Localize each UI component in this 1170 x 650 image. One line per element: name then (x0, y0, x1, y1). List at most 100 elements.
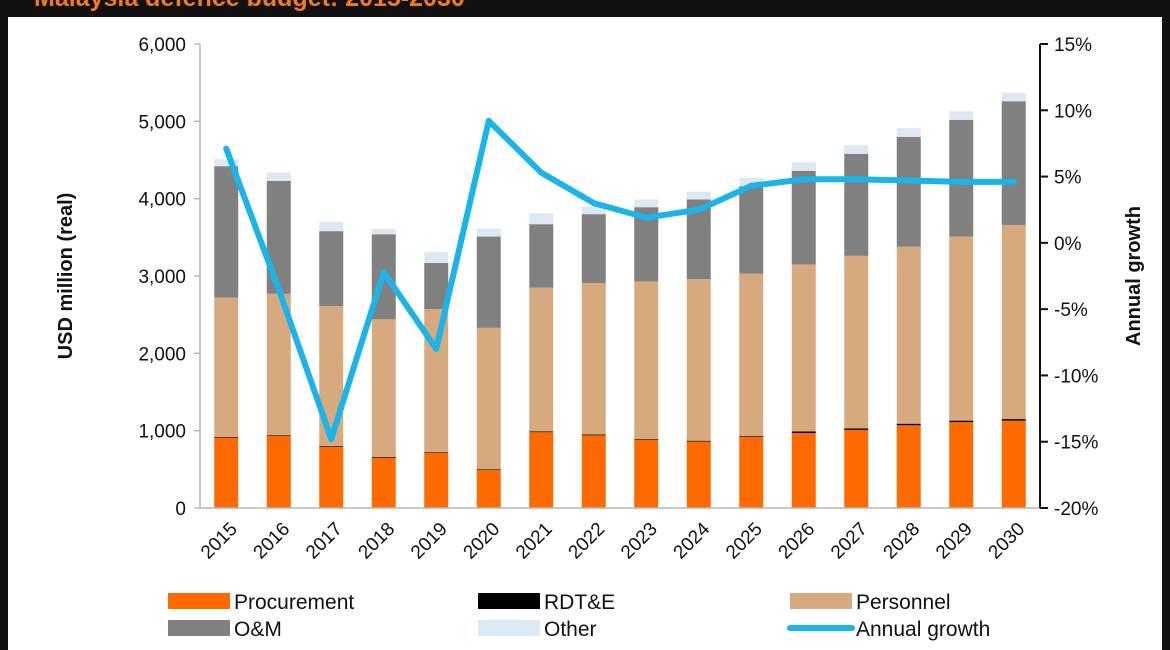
y2-axis-title: Annual growth (1123, 206, 1145, 346)
title-bar: Malaysia defence budget: 2015-2030 (0, 0, 1170, 17)
bar-o-m-2027 (844, 153, 869, 256)
bar-other-2024 (686, 191, 711, 200)
x-tick-label-2025: 2025 (722, 519, 767, 564)
growth-point-2023 (643, 214, 650, 221)
y-axis-title: USD million (real) (55, 193, 77, 360)
growth-point-2015 (223, 145, 230, 152)
bar-o-m-2026 (791, 170, 816, 265)
bar-procurement-2020 (476, 470, 501, 508)
bar-o-m-2020 (476, 236, 501, 328)
bar-procurement-2019 (424, 453, 449, 508)
y-tick-label-0: 0 (175, 499, 186, 520)
bar-o-m-2021 (529, 224, 554, 288)
growth-point-2016 (275, 286, 282, 293)
x-tick-label-2026: 2026 (775, 519, 820, 564)
y2-tick-label-7: 15% (1054, 35, 1092, 56)
y-tick-label-1: 1,000 (138, 422, 186, 443)
bar-o-m-2015 (214, 166, 239, 298)
bar-personnel-2027 (844, 255, 869, 429)
growth-point-2028 (905, 177, 912, 184)
growth-point-2022 (590, 200, 597, 207)
frame-left-border (0, 17, 8, 650)
x-tick-label-2024: 2024 (670, 518, 715, 563)
legend-swatch-procurement (168, 593, 230, 609)
bar-other-2029 (949, 111, 974, 120)
bar-other-2016 (266, 172, 291, 181)
bar-procurement-2030 (1001, 420, 1026, 508)
bar-o-m-2025 (739, 186, 764, 274)
bar-o-m-2029 (949, 119, 974, 237)
growth-point-2026 (800, 176, 807, 183)
frame-right-border (1162, 17, 1170, 650)
bar-other-2021 (529, 213, 554, 225)
bar-rdt-e-2017 (319, 446, 344, 447)
legend-label-annual-growth: Annual growth (856, 618, 990, 641)
bar-other-2030 (1001, 92, 1026, 102)
bar-rdt-e-2022 (581, 434, 606, 436)
growth-point-2030 (1010, 178, 1017, 185)
bar-rdt-e-2018 (371, 456, 396, 458)
y2-tick-label-5: 5% (1054, 168, 1082, 189)
growth-point-2027 (853, 176, 860, 183)
growth-point-2024 (695, 206, 702, 213)
bar-procurement-2015 (214, 437, 239, 508)
growth-point-2021 (538, 169, 545, 176)
bars-group (214, 92, 1026, 508)
legend-swatch-personnel (790, 593, 852, 609)
bar-personnel-2017 (319, 306, 344, 447)
growth-line-group (223, 117, 1017, 443)
bar-o-m-2022 (581, 214, 606, 283)
growth-point-2020 (485, 117, 492, 124)
bar-procurement-2024 (686, 441, 711, 508)
bar-personnel-2022 (581, 282, 606, 435)
legend-swatch-other (478, 620, 540, 636)
bar-o-m-2030 (1001, 101, 1026, 225)
y2-tick-label-2: -10% (1054, 366, 1098, 387)
bar-personnel-2029 (949, 236, 974, 421)
bar-other-2028 (896, 128, 921, 137)
y2-tick-label-0: -20% (1054, 499, 1098, 520)
legend-swatch-o-m (168, 620, 230, 636)
bar-rdt-e-2020 (476, 469, 501, 471)
bar-procurement-2023 (634, 439, 659, 508)
legend-label-procurement: Procurement (234, 591, 354, 614)
bar-other-2019 (424, 252, 449, 263)
bar-rdt-e-2025 (739, 436, 764, 437)
bar-procurement-2018 (371, 457, 396, 508)
x-tick-label-2021: 2021 (512, 519, 557, 564)
bar-other-2025 (739, 177, 764, 187)
bar-personnel-2023 (634, 281, 659, 440)
y2-tick-label-3: -5% (1054, 300, 1088, 321)
bar-rdt-e-2023 (634, 439, 659, 440)
bar-personnel-2025 (739, 273, 764, 437)
x-tick-label-2028: 2028 (880, 519, 925, 564)
x-tick-label-2030: 2030 (985, 519, 1030, 564)
y-tick-label-4: 4,000 (138, 190, 186, 211)
bar-procurement-2016 (266, 436, 291, 508)
growth-point-2025 (748, 182, 755, 189)
bar-o-m-2028 (896, 136, 921, 247)
growth-point-2029 (958, 178, 965, 185)
bar-other-2022 (581, 206, 606, 215)
y-tick-label-6: 6,000 (138, 35, 186, 56)
bar-personnel-2024 (686, 279, 711, 441)
bar-rdt-e-2028 (896, 423, 921, 426)
growth-point-2017 (328, 436, 335, 443)
y2-tick-label-4: 0% (1054, 234, 1082, 255)
growth-point-2019 (433, 345, 440, 352)
bar-procurement-2017 (319, 446, 344, 508)
bar-rdt-e-2019 (424, 452, 449, 454)
chart-title: Malaysia defence budget: 2015-2030 (34, 0, 465, 13)
legend-label-personnel: Personnel (856, 591, 951, 614)
legend-label-rdt-e: RDT&E (544, 591, 615, 614)
x-tick-label-2023: 2023 (617, 519, 662, 564)
y2-tick-label-1: -15% (1054, 433, 1098, 454)
bar-o-m-2016 (266, 180, 291, 294)
y-tick-label-3: 3,000 (138, 267, 186, 288)
bar-procurement-2027 (844, 429, 869, 508)
bar-personnel-2026 (791, 264, 816, 432)
bar-other-2027 (844, 145, 869, 154)
bar-other-2015 (214, 159, 239, 167)
legend-swatch-rdt-e (478, 593, 540, 609)
